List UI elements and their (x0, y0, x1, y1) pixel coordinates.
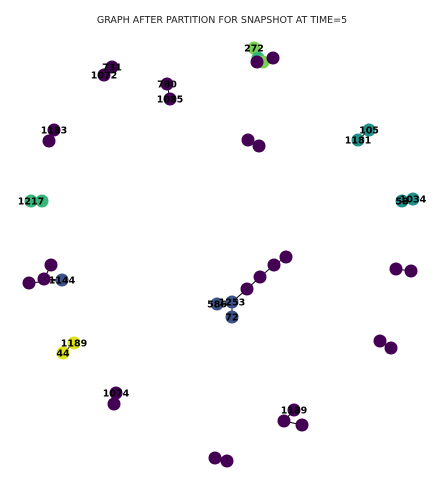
node-label: 1181 (345, 136, 371, 147)
graph-node (47, 123, 61, 137)
graph-node (55, 273, 69, 287)
graph-node (252, 139, 266, 153)
graph-node (107, 397, 121, 411)
graph-node (250, 55, 264, 69)
graph-node (44, 258, 58, 272)
graph-node (406, 192, 420, 206)
graph-node (42, 134, 56, 148)
graph-node (389, 262, 403, 276)
graph-node (22, 276, 36, 290)
graph-node (266, 51, 280, 65)
node-label: 586 (207, 300, 227, 311)
graph-node (225, 310, 239, 324)
graph-node (240, 282, 254, 296)
node-label: 1072 (91, 71, 117, 82)
node-label: 780 (157, 80, 177, 91)
graph-node (163, 92, 177, 106)
node-label: 44 (56, 349, 70, 360)
node-label: 58 (395, 197, 409, 208)
node-label: 72 (225, 313, 238, 324)
node-label: 1144 (49, 276, 76, 287)
node-layer (22, 41, 420, 468)
node-label: 1189 (61, 339, 87, 350)
graph-node (56, 346, 70, 360)
graph-node (395, 194, 409, 208)
graph-node (267, 258, 281, 272)
graph-node (404, 264, 418, 278)
graph-node (24, 194, 38, 208)
graph-node (241, 133, 255, 147)
graph-node (253, 270, 267, 284)
node-label: 1253 (219, 298, 245, 309)
node-label: 272 (244, 44, 264, 55)
graph-node (384, 341, 398, 355)
graph-node (220, 454, 234, 468)
graph-node (105, 60, 119, 74)
node-label: 105 (359, 126, 379, 137)
graph-node (208, 451, 222, 465)
graph-node (362, 123, 376, 137)
node-label: 1217 (18, 197, 44, 208)
edge-layer (28, 47, 414, 462)
graph-node (210, 297, 224, 311)
graph-node (37, 272, 51, 286)
graph-node (35, 194, 49, 208)
node-label: 1074 (103, 389, 130, 400)
graph-node (279, 250, 293, 264)
node-label: 1085 (157, 95, 183, 106)
graph-node (277, 414, 291, 428)
graph-node (247, 41, 261, 55)
node-label: 731 (102, 63, 122, 74)
node-label: 1183 (41, 126, 67, 137)
graph-node (97, 68, 111, 82)
graph-node (160, 77, 174, 91)
graph-node (295, 418, 309, 432)
node-label: 1034 (400, 195, 427, 206)
graph-title: GRAPH AFTER PARTITION FOR SNAPSHOT AT TI… (97, 15, 347, 26)
graph-node (109, 386, 123, 400)
graph-node (67, 336, 81, 350)
node-label: 1189 (281, 406, 307, 417)
graph-node (225, 295, 239, 309)
graph-node (373, 334, 387, 348)
graph-node (351, 133, 365, 147)
graph-node (287, 403, 301, 417)
